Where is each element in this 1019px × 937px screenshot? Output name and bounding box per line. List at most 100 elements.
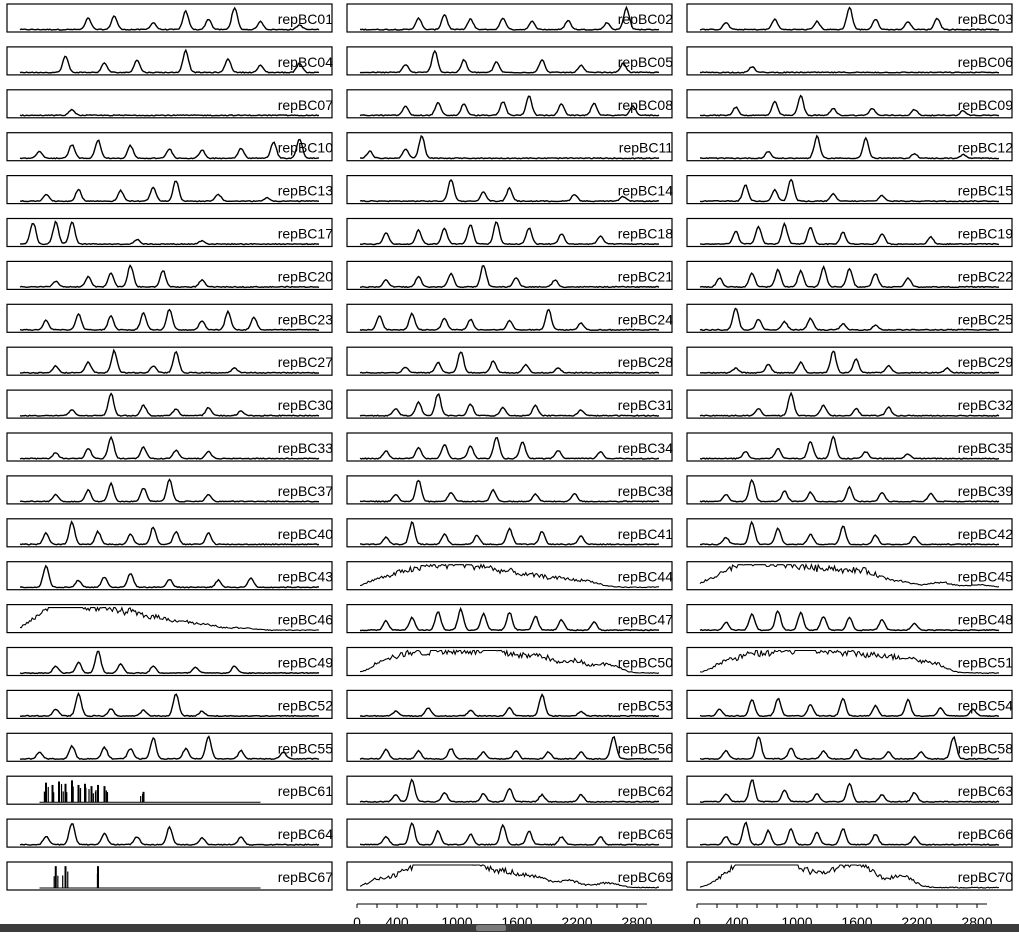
panel-frame xyxy=(686,732,1013,762)
panel-label: repBC39 xyxy=(958,483,1013,499)
panel-repBC50: repBC50 xyxy=(346,646,673,677)
panel-label: repBC35 xyxy=(958,440,1013,456)
panel-frame xyxy=(686,775,1013,805)
panel-repBC12: repBC12 xyxy=(686,132,1013,162)
series-line xyxy=(699,307,1000,332)
panel-frame xyxy=(686,475,1013,505)
panel-label: repBC17 xyxy=(278,226,333,242)
panel-frame xyxy=(6,132,333,162)
panel-label: repBC46 xyxy=(278,612,333,628)
panel-frame xyxy=(6,732,333,762)
panel-repBC31: repBC31 xyxy=(346,389,673,419)
horizontal-scrollbar[interactable] xyxy=(0,924,1019,932)
panel-label: repBC43 xyxy=(278,569,333,585)
series-line xyxy=(699,863,1000,889)
scrollbar-thumb[interactable] xyxy=(476,925,506,931)
series-line xyxy=(699,821,1000,846)
panel-repBC42: repBC42 xyxy=(686,518,1013,548)
panel-frame xyxy=(6,260,333,290)
panel-label: repBC61 xyxy=(278,783,333,799)
panel-frame xyxy=(346,260,673,290)
series-line xyxy=(699,610,1000,632)
panel-label: repBC69 xyxy=(618,869,673,885)
panel-repBC11: repBC11 xyxy=(346,132,673,162)
panel-frame xyxy=(346,303,673,333)
panel-frame xyxy=(346,775,673,805)
panel-frame xyxy=(686,46,1013,76)
series-line xyxy=(699,65,1000,74)
series-line xyxy=(359,693,660,718)
series-line xyxy=(359,648,660,674)
panel-label: repBC14 xyxy=(618,183,673,199)
panel-repBC30: repBC30 xyxy=(6,389,333,419)
panel-frame xyxy=(346,603,673,634)
series-line xyxy=(699,520,1000,546)
series-line xyxy=(20,220,320,246)
panel-label: repBC01 xyxy=(278,11,333,27)
series-line xyxy=(359,822,660,846)
panel-repBC58: repBC58 xyxy=(686,732,1013,762)
series-line xyxy=(699,779,1000,803)
panel-label: repBC33 xyxy=(278,440,333,456)
panel-repBC17: repBC17 xyxy=(6,217,333,248)
panel-repBC46: repBC46 xyxy=(6,603,333,634)
panel-frame xyxy=(686,389,1013,419)
panel-repBC53: repBC53 xyxy=(346,689,673,720)
panel-repBC21: repBC21 xyxy=(346,260,673,290)
series-line xyxy=(360,264,660,289)
panel-repBC25: repBC25 xyxy=(686,303,1013,333)
panel-label: repBC05 xyxy=(618,54,673,70)
series-line xyxy=(699,478,1000,503)
panel-repBC64: repBC64 xyxy=(6,818,333,848)
panel-frame xyxy=(6,818,333,848)
panel-repBC23: repBC23 xyxy=(6,303,333,333)
panel-label: repBC04 xyxy=(278,54,333,70)
series-line xyxy=(699,264,1000,289)
series-line xyxy=(699,697,1000,718)
series-line xyxy=(699,391,1000,417)
panel-repBC14: repBC14 xyxy=(346,175,673,205)
panel-repBC70: repBC70 xyxy=(686,861,1013,891)
panel-label: repBC38 xyxy=(618,483,673,499)
panel-repBC40: repBC40 xyxy=(6,518,333,548)
panel-label: repBC13 xyxy=(278,183,333,199)
panel-frame xyxy=(686,689,1013,720)
panel-label: repBC07 xyxy=(278,97,333,113)
panel-frame xyxy=(686,346,1013,376)
panel-frame xyxy=(346,861,673,891)
panel-frame xyxy=(686,603,1013,634)
series-line xyxy=(359,308,660,332)
series-line xyxy=(699,649,1000,675)
panel-label: repBC06 xyxy=(958,54,1013,70)
panel-label: repBC24 xyxy=(618,311,673,327)
series-line xyxy=(19,691,319,718)
series-line xyxy=(19,180,319,203)
panel-frame xyxy=(686,89,1013,119)
panel-label: repBC50 xyxy=(618,655,673,671)
panel-label: repBC18 xyxy=(618,226,673,242)
panel-repBC20: repBC20 xyxy=(6,260,333,290)
panel-repBC33: repBC33 xyxy=(6,432,333,462)
panel-label: repBC55 xyxy=(278,740,333,756)
panel-label: repBC03 xyxy=(958,11,1013,27)
panel-repBC24: repBC24 xyxy=(346,303,673,333)
panel-label: repBC48 xyxy=(958,612,1013,628)
panel-repBC15: repBC15 xyxy=(686,175,1013,205)
panel-repBC48: repBC48 xyxy=(686,603,1013,634)
panel-repBC32: repBC32 xyxy=(686,389,1013,419)
panel-frame xyxy=(6,389,333,419)
panel-repBC43: repBC43 xyxy=(6,561,333,591)
panel-label: repBC25 xyxy=(958,311,1013,327)
panel-label: repBC10 xyxy=(278,140,333,156)
panel-label: repBC44 xyxy=(618,569,673,585)
panel-repBC05: repBC05 xyxy=(346,46,673,76)
panel-repBC07: repBC07 xyxy=(6,89,333,119)
panel-repBC39: repBC39 xyxy=(686,475,1013,505)
series-line xyxy=(359,134,660,160)
series-line xyxy=(19,520,320,546)
panel-label: repBC08 xyxy=(618,97,673,113)
panel-repBC09: repBC09 xyxy=(686,89,1013,119)
panel-frame xyxy=(6,175,333,205)
x-tick-label: 0 xyxy=(693,914,701,930)
